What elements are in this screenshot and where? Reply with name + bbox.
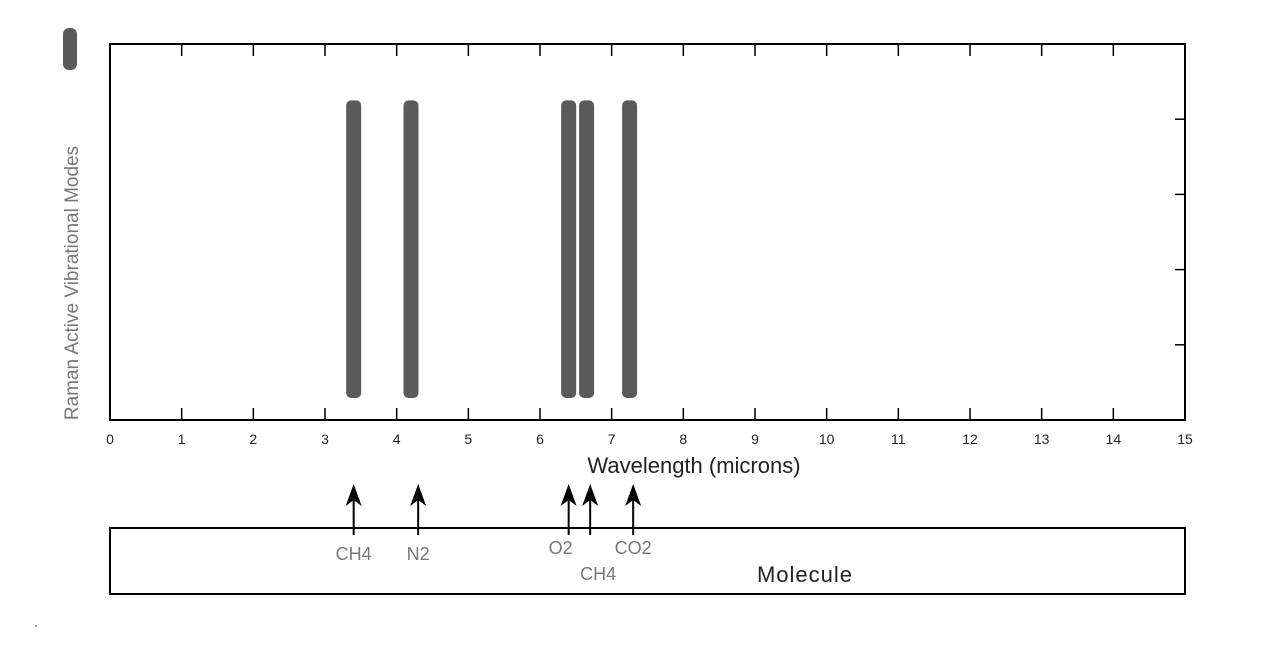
x-tick-label: 4 — [393, 431, 401, 447]
legend-swatch — [63, 28, 77, 70]
x-tick-label: 8 — [679, 431, 687, 447]
x-tick-label: 13 — [1034, 431, 1050, 447]
bar — [346, 100, 362, 399]
x-tick-label: 14 — [1106, 431, 1122, 447]
molecule-arrow-head — [345, 484, 362, 506]
stray-dot — [35, 625, 37, 627]
molecule-arrow-head — [560, 484, 577, 506]
molecule-markers: CH4 N2 O2 CH4 CO2 — [336, 484, 652, 584]
x-tick-label: 0 — [106, 431, 114, 447]
molecule-label: O2 — [549, 538, 573, 558]
y-axis-title: Raman Active Vibrational Modes — [62, 146, 83, 420]
bar — [561, 100, 577, 399]
x-axis-title: Wavelength (microns) — [587, 453, 800, 478]
x-axis-ticks: 0 1 2 3 4 5 6 7 8 9 10 11 12 13 14 15 — [106, 44, 1193, 447]
x-tick-label: 12 — [962, 431, 978, 447]
x-tick-label: 10 — [819, 431, 835, 447]
bar — [579, 100, 595, 399]
molecule-box — [109, 527, 1186, 595]
molecule-box-title: Molecule — [757, 562, 853, 587]
molecule-arrow-head — [582, 484, 599, 506]
molecule-label: N2 — [407, 544, 430, 564]
bars — [346, 100, 638, 399]
x-tick-label: 7 — [608, 431, 616, 447]
bar — [403, 100, 419, 399]
x-tick-label: 11 — [891, 431, 906, 447]
molecule-label: CO2 — [615, 538, 652, 558]
molecule-label: CH4 — [580, 564, 616, 584]
x-tick-label: 5 — [464, 431, 472, 447]
x-tick-label: 15 — [1177, 431, 1193, 447]
plot-frame — [109, 43, 1186, 421]
bar — [622, 100, 638, 399]
x-tick-label: 2 — [249, 431, 257, 447]
molecule-arrow-head — [410, 484, 427, 506]
molecule-arrow-head — [625, 484, 642, 506]
y-axis-ticks — [1175, 118, 1185, 346]
x-tick-label: 3 — [321, 431, 329, 447]
molecule-label: CH4 — [336, 544, 372, 564]
x-tick-label: 6 — [536, 431, 544, 447]
x-tick-label: 1 — [178, 431, 186, 447]
x-tick-label: 9 — [751, 431, 759, 447]
